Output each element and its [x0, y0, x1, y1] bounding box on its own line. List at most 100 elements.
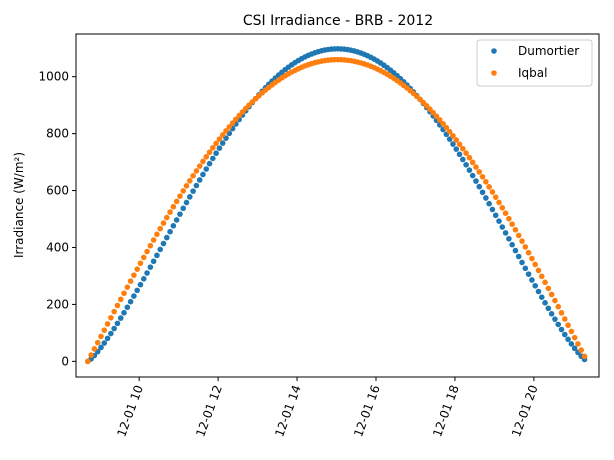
data-point-dumortier	[535, 288, 542, 295]
data-point-iqbal	[160, 220, 167, 226]
data-point-dumortier	[157, 246, 164, 253]
data-point-iqbal	[456, 141, 463, 148]
data-point-dumortier	[114, 320, 121, 327]
data-point-dumortier	[216, 145, 223, 151]
data-point-iqbal	[219, 132, 226, 138]
x-tick-label: 12-01 20	[509, 383, 541, 438]
data-point-dumortier	[515, 253, 522, 260]
data-point-iqbal	[94, 339, 101, 346]
data-point-dumortier	[509, 241, 515, 248]
data-point-iqbal	[509, 221, 515, 227]
data-point-iqbal	[430, 109, 437, 116]
data-point-dumortier	[453, 146, 460, 152]
data-point-iqbal	[108, 314, 114, 321]
data-point-iqbal	[436, 117, 443, 123]
y-axis-ticks: 0 200 400 600 800 1000	[38, 70, 76, 368]
data-point-iqbal	[571, 334, 578, 341]
x-axis-ticks: 12-01 10 12-01 12 12-01 14 12-01 16 12-01 18…	[114, 377, 541, 439]
data-point-iqbal	[170, 203, 177, 210]
data-point-iqbal	[561, 316, 568, 322]
data-point-iqbal	[492, 194, 499, 200]
data-point-dumortier	[117, 315, 124, 321]
data-point-dumortier	[522, 265, 529, 272]
data-point-dumortier	[183, 199, 190, 206]
data-point-iqbal	[114, 302, 121, 309]
data-point-dumortier	[519, 259, 525, 266]
data-point-iqbal	[88, 352, 94, 358]
data-point-iqbal	[163, 214, 170, 221]
data-point-dumortier	[506, 235, 512, 242]
legend: Dumortier Iqbal	[476, 39, 593, 87]
data-point-iqbal	[177, 193, 183, 199]
data-point-dumortier	[101, 340, 108, 346]
x-tick-label: 12-01 16	[351, 383, 383, 438]
data-point-dumortier	[206, 160, 213, 167]
data-point-dumortier	[512, 247, 519, 254]
data-point-iqbal	[213, 140, 219, 147]
data-point-iqbal	[525, 249, 532, 256]
data-point-dumortier	[460, 156, 466, 163]
data-point-iqbal	[236, 112, 242, 119]
data-point-dumortier	[492, 212, 499, 219]
data-point-dumortier	[486, 200, 492, 207]
data-point-dumortier	[144, 270, 150, 276]
data-point-dumortier	[565, 336, 571, 343]
data-point-dumortier	[190, 188, 196, 194]
data-point-dumortier	[476, 183, 483, 190]
data-point-dumortier	[456, 151, 463, 158]
data-point-dumortier	[104, 335, 111, 342]
data-point-dumortier	[545, 305, 552, 312]
data-point-iqbal	[575, 341, 581, 347]
data-point-iqbal	[519, 238, 525, 244]
y-tick-label: 1000	[38, 70, 69, 84]
data-point-dumortier	[137, 281, 144, 288]
data-point-iqbal	[203, 153, 210, 160]
data-point-dumortier	[548, 311, 555, 317]
legend-marker-iqbal	[491, 70, 497, 76]
data-point-iqbal	[173, 198, 180, 205]
data-point-iqbal	[450, 132, 456, 139]
data-point-iqbal	[446, 128, 453, 135]
data-point-iqbal	[535, 267, 542, 274]
data-point-dumortier	[529, 277, 535, 283]
data-point-dumortier	[196, 177, 203, 183]
data-point-iqbal	[193, 168, 200, 174]
data-point-iqbal	[542, 279, 548, 286]
data-point-dumortier	[154, 252, 160, 259]
chart-title: CSI Irradiance - BRB - 2012	[243, 13, 433, 29]
data-point-dumortier	[111, 325, 117, 332]
data-point-dumortier	[121, 309, 127, 316]
data-point-iqbal	[463, 150, 469, 156]
data-point-iqbal	[111, 308, 117, 315]
data-point-iqbal	[150, 237, 157, 243]
data-point-iqbal	[144, 248, 150, 255]
data-point-iqbal	[558, 310, 565, 316]
data-point-dumortier	[108, 330, 114, 337]
data-point-iqbal	[187, 177, 193, 184]
data-point-iqbal	[499, 204, 506, 211]
data-point-dumortier	[180, 205, 187, 212]
y-tick-label: 600	[46, 184, 69, 198]
data-point-dumortier	[150, 258, 157, 265]
data-point-dumortier	[98, 344, 104, 351]
x-tick-label: 12-01 18	[430, 383, 462, 438]
data-point-iqbal	[568, 328, 575, 335]
data-point-iqbal	[512, 226, 519, 233]
data-point-iqbal	[223, 128, 229, 134]
data-point-iqbal	[578, 347, 585, 353]
data-point-iqbal	[196, 163, 203, 169]
legend-label-iqbal: Iqbal	[518, 66, 547, 80]
data-point-iqbal	[443, 124, 450, 131]
data-point-iqbal	[140, 254, 147, 261]
data-point-dumortier	[525, 271, 532, 277]
data-point-dumortier	[473, 178, 479, 184]
data-point-iqbal	[91, 346, 98, 352]
data-point-dumortier	[542, 300, 548, 306]
data-point-dumortier	[466, 167, 473, 173]
data-point-iqbal	[85, 358, 91, 365]
data-point-dumortier	[213, 150, 219, 157]
data-point-dumortier	[561, 331, 568, 338]
data-point-iqbal	[552, 297, 558, 304]
data-point-iqbal	[506, 215, 512, 222]
